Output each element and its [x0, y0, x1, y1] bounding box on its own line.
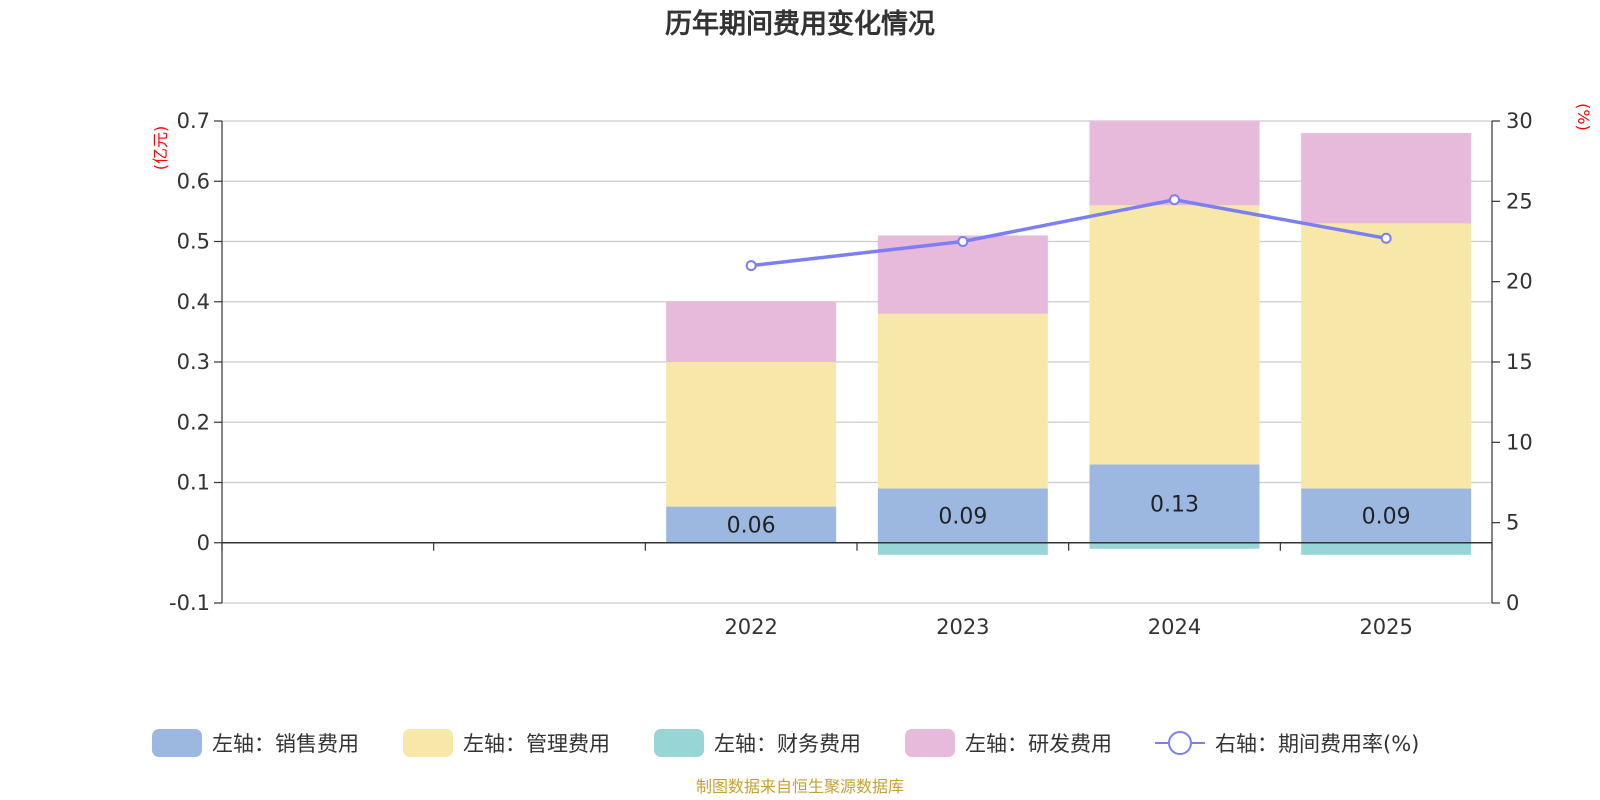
legend-label: 右轴：期间费用率(%) — [1215, 732, 1419, 756]
bar-segment — [666, 362, 837, 507]
bar-segment — [1089, 121, 1260, 206]
left-axis-tick-label: 0.1 — [177, 471, 210, 495]
legend-item[interactable]: 左轴：管理费用 — [403, 729, 610, 757]
left-axis-tick-label: 0.7 — [177, 109, 210, 133]
right-axis-tick-label: 20 — [1506, 270, 1533, 294]
data-label: 0.13 — [1150, 493, 1199, 518]
data-label: 0.09 — [938, 505, 987, 530]
line-point — [1380, 232, 1392, 244]
right-axis-tick-label: 15 — [1506, 350, 1533, 374]
line-point — [745, 260, 757, 272]
right-axis-unit: (%) — [1574, 103, 1593, 131]
right-axis-tick-label: 30 — [1506, 109, 1533, 133]
bar-segment — [877, 488, 1048, 543]
bar-segment — [1301, 133, 1472, 224]
legend: 左轴：销售费用 左轴：管理费用 左轴：财务费用 左轴：研发费用 右轴：期间费用率(%) — [152, 729, 1419, 757]
x-axis-tick-label: 2023 — [936, 615, 989, 639]
line-series — [745, 194, 1392, 272]
legend-swatch — [654, 729, 704, 757]
left-axis-tick-label: 0.4 — [177, 290, 210, 314]
axes: -0.100.10.20.30.40.50.60.705101520253020… — [169, 109, 1533, 639]
right-axis-tick-label: 5 — [1506, 511, 1519, 535]
left-axis-tick-label: -0.1 — [169, 591, 210, 615]
legend-label: 左轴：研发费用 — [965, 732, 1112, 756]
bar-segment — [666, 301, 837, 362]
line-path — [750, 197, 1387, 268]
legend-label: 左轴：销售费用 — [212, 732, 359, 756]
legend-marker — [1168, 731, 1192, 755]
bar-segment — [1301, 223, 1472, 489]
data-label: 0.09 — [1362, 505, 1411, 530]
bar-segment — [877, 313, 1048, 489]
left-axis-tick-label: 0.6 — [177, 169, 210, 193]
left-axis-tick-label: 0 — [197, 531, 210, 555]
chart-title: 历年期间费用变化情况 — [665, 8, 935, 40]
left-axis-unit: (亿元) — [151, 126, 170, 171]
data-label: 0.06 — [727, 514, 776, 539]
bar-segment — [1089, 464, 1260, 543]
legend-swatch — [152, 729, 202, 757]
x-axis-tick-label: 2024 — [1148, 615, 1201, 639]
legend-swatch — [403, 729, 453, 757]
right-axis-tick-label: 10 — [1506, 430, 1533, 454]
x-axis-tick-label: 2022 — [724, 615, 777, 639]
right-axis-tick-label: 0 — [1506, 591, 1519, 615]
legend-label: 左轴：财务费用 — [714, 732, 861, 756]
bar-segment — [1301, 488, 1472, 543]
right-axis-tick-label: 25 — [1506, 189, 1533, 213]
bar-segment — [877, 542, 1048, 555]
data-labels: 0.06 0.09 0.13 0.09 — [727, 493, 1411, 539]
line-point — [957, 236, 969, 247]
bar-segment — [1301, 542, 1472, 555]
left-axis-tick-label: 0.2 — [177, 410, 210, 434]
bar-segment — [1089, 542, 1260, 549]
legend-item[interactable]: 左轴：财务费用 — [654, 729, 861, 757]
source-note: 制图数据来自恒生聚源数据库 — [696, 777, 904, 796]
left-axis-tick-label: 0.5 — [177, 230, 210, 254]
bar-series — [666, 121, 1472, 555]
line-point — [1169, 194, 1180, 206]
legend-item[interactable]: 右轴：期间费用率(%) — [1155, 731, 1419, 756]
bar-segment — [666, 506, 837, 543]
x-axis-tick-label: 2025 — [1359, 615, 1412, 639]
legend-item[interactable]: 左轴：销售费用 — [152, 729, 359, 757]
bar-segment — [1089, 205, 1260, 465]
left-axis-tick-label: 0.3 — [177, 350, 210, 374]
legend-swatch — [905, 729, 955, 757]
legend-label: 左轴：管理费用 — [463, 732, 610, 756]
legend-item[interactable]: 左轴：研发费用 — [905, 729, 1112, 757]
